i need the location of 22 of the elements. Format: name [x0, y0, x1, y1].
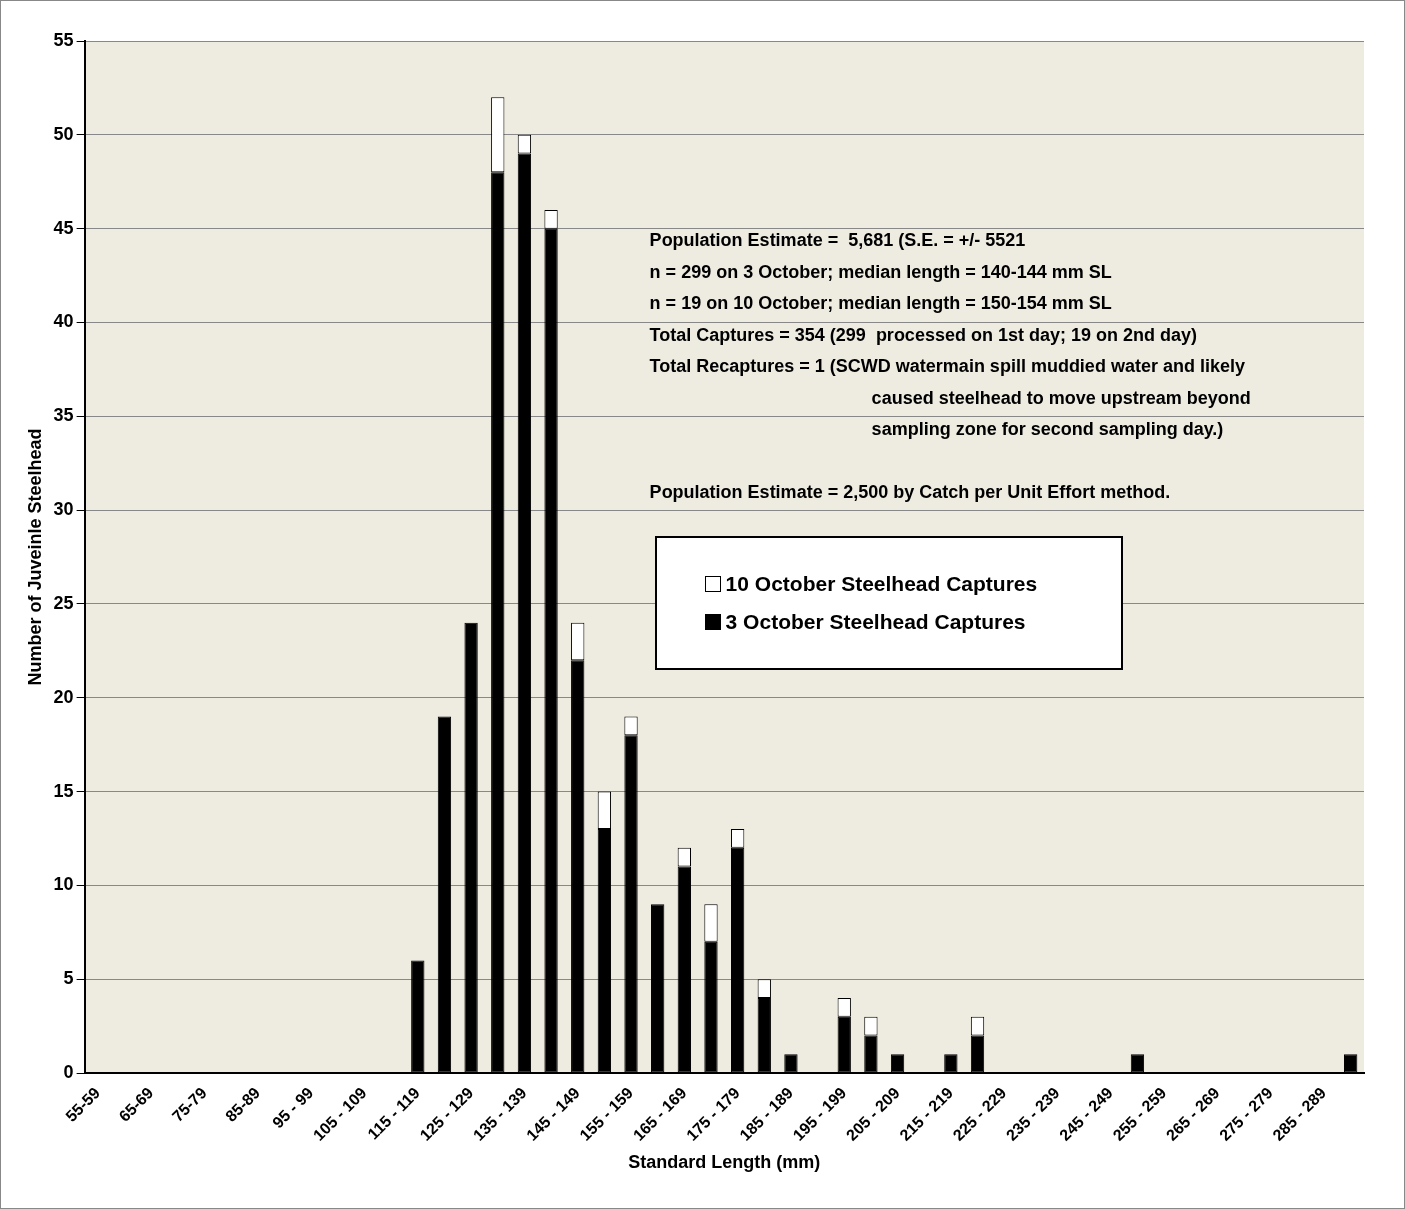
- y-tick-label: 50: [53, 123, 74, 144]
- legend-label: 3 October Steelhead Captures: [725, 610, 1026, 634]
- annotation: Total Captures = 354 (299 processed on 1st day; 19 on 2nd day): [649, 324, 1197, 345]
- y-tick-label: 0: [63, 1061, 74, 1082]
- annotation: Population Estimate = 2,500 by Catch per Unit Effort method.: [649, 482, 1171, 502]
- legend-label: 10 October Steelhead Captures: [725, 572, 1038, 596]
- y-tick-label: 35: [53, 405, 74, 426]
- y-tick-label: 45: [53, 217, 74, 238]
- y-tick-label: 20: [53, 686, 74, 707]
- y-tick-label: 55: [53, 29, 74, 50]
- y-tick-label: 10: [53, 874, 74, 895]
- annotation: Total Recaptures = 1 (SCWD watermain spill muddied water and likely caused steelhead to move upstream beyond sampling zone for second sampling day.): [649, 356, 1251, 439]
- annotation: Population Estimate = 5,681 (S.E. = +/- 5521: [649, 230, 1026, 250]
- y-axis-title: Number of Juveinle Steelhead: [24, 428, 45, 686]
- y-tick-label: 25: [53, 592, 74, 613]
- annotation: n = 19 on 10 October; median length = 150-154 mm SL: [649, 293, 1112, 313]
- y-tick-label: 40: [53, 311, 74, 332]
- y-tick-label: 5: [63, 968, 74, 989]
- x-axis-title: Standard Length (mm): [628, 1152, 821, 1173]
- y-tick-label: 15: [53, 780, 74, 801]
- y-tick-label: 30: [53, 499, 74, 520]
- annotation: n = 299 on 3 October; median length = 140-144 mm SL: [649, 261, 1112, 282]
